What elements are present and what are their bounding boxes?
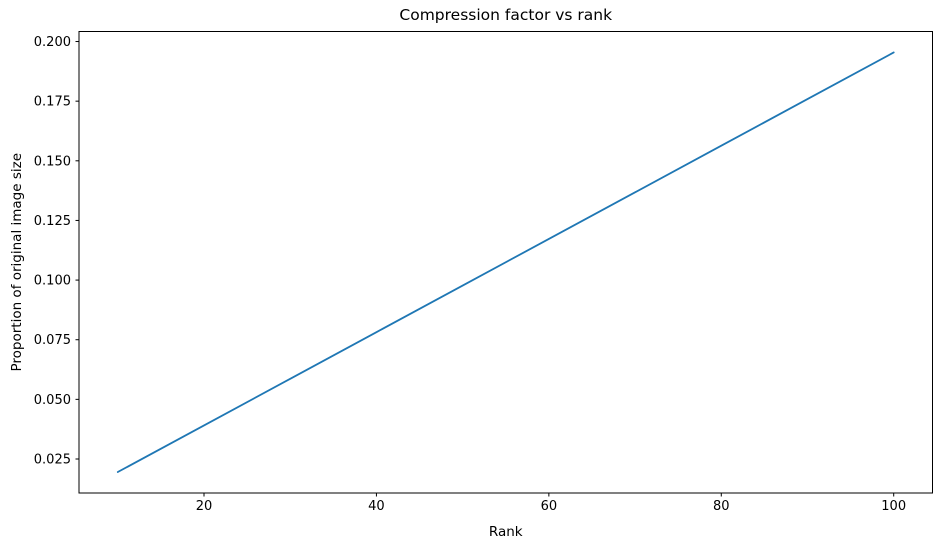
y-tick-label: 0.125 <box>34 214 71 229</box>
y-tick-label: 0.025 <box>34 453 71 468</box>
y-tick-label: 0.075 <box>34 333 71 348</box>
x-tick-label: 20 <box>196 499 213 514</box>
y-tick-label: 0.050 <box>34 393 71 408</box>
x-tick-label: 80 <box>713 499 730 514</box>
y-tick-label: 0.150 <box>34 154 71 169</box>
plot-border <box>78 31 933 494</box>
y-tick-label: 0.200 <box>34 35 71 50</box>
y-axis-label: Proportion of original image size <box>9 153 25 372</box>
x-axis-label: Rank <box>489 524 523 540</box>
series-line-compression-factor <box>116 51 895 473</box>
x-tick-label: 100 <box>881 499 906 514</box>
x-tick-label: 60 <box>541 499 558 514</box>
x-tick-label: 40 <box>368 499 385 514</box>
y-tick-label: 0.100 <box>34 274 71 289</box>
chart-title: Compression factor vs rank <box>399 6 612 24</box>
y-tick-label: 0.175 <box>34 95 71 110</box>
